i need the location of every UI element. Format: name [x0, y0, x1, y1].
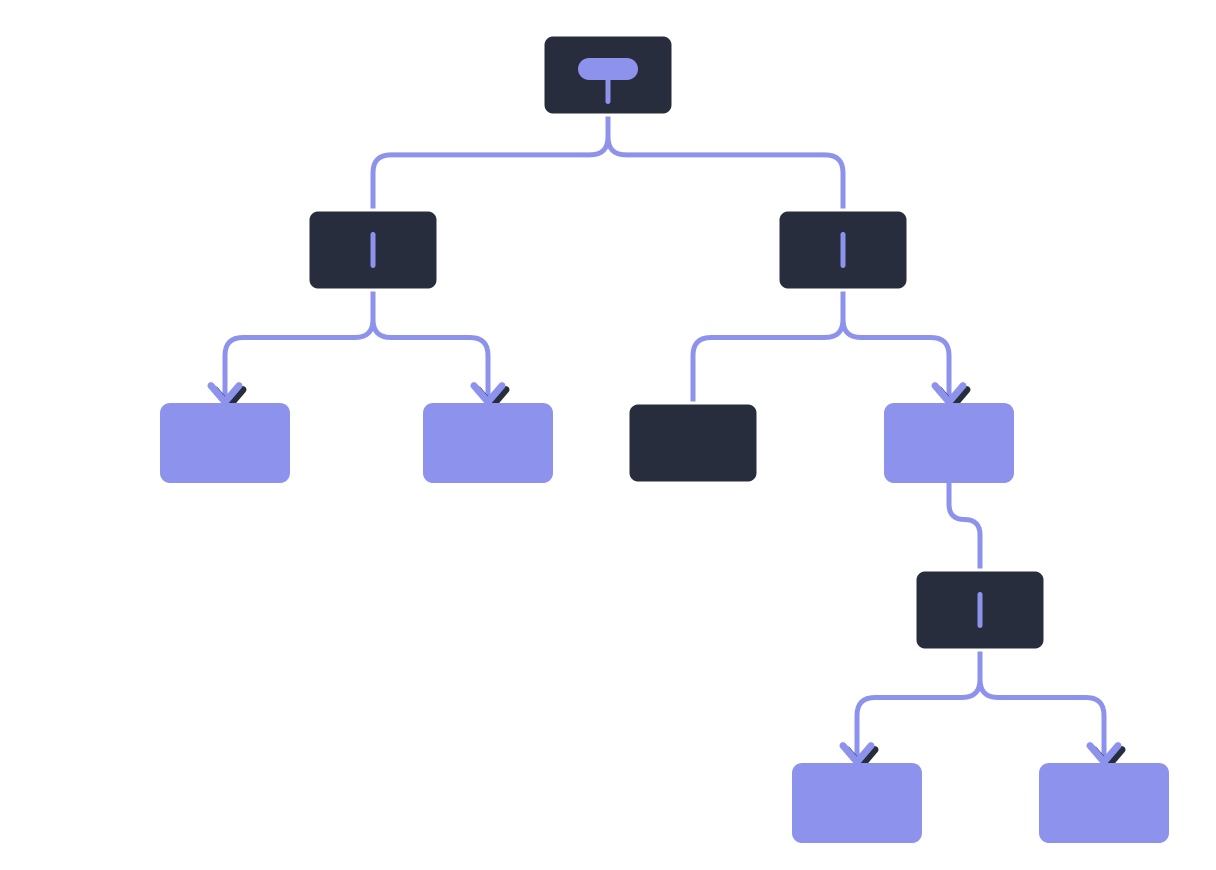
edge-n3-l5 — [980, 650, 1104, 763]
node-n3-glyph — [978, 592, 983, 628]
edge-root-n2 — [608, 115, 843, 210]
root-glyph-stem — [606, 78, 611, 104]
node-l1 — [160, 403, 290, 483]
edge-n3-l4 — [857, 650, 980, 763]
node-n2-glyph — [841, 232, 846, 268]
edge-n1-l1 — [225, 290, 373, 403]
node-n1-glyph — [371, 232, 376, 268]
tree-diagram — [0, 0, 1216, 870]
node-d1-box — [628, 403, 758, 483]
edge-l3-n3 — [949, 483, 980, 570]
node-l3 — [884, 403, 1014, 483]
edge-n2-d1 — [693, 290, 843, 403]
root-glyph-pill — [578, 58, 638, 80]
node-l4 — [792, 763, 922, 843]
node-l5 — [1039, 763, 1169, 843]
node-l2 — [423, 403, 553, 483]
edge-root-n1 — [373, 115, 608, 210]
